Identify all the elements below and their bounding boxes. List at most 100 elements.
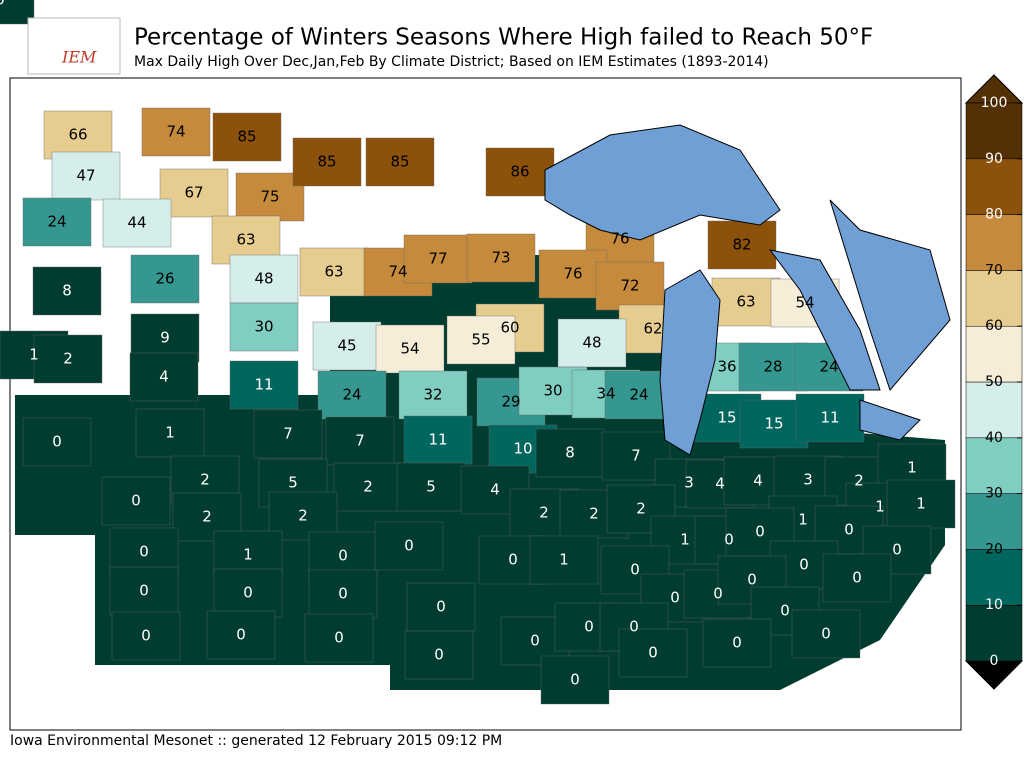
- district-label: 3: [803, 471, 813, 489]
- district-label: 0: [436, 598, 446, 616]
- district-label: 36: [717, 358, 736, 376]
- district: [299, 247, 369, 297]
- district-label: 1: [165, 424, 175, 442]
- colorbar-segment: [965, 325, 1023, 383]
- district: [213, 568, 283, 618]
- district-label: 0: [139, 543, 149, 561]
- district-label: 24: [819, 358, 838, 376]
- district-label: 7: [355, 432, 365, 450]
- district-label: 77: [428, 250, 447, 268]
- district-label: 85: [237, 128, 256, 146]
- district-label: 1: [907, 459, 917, 477]
- district-label: 15: [764, 415, 783, 433]
- district-label: 0: [434, 646, 444, 664]
- district: [466, 233, 536, 283]
- district-label: 2: [539, 504, 549, 522]
- district: [702, 618, 772, 668]
- district-label: 2: [636, 500, 646, 518]
- district-label: 74: [166, 123, 185, 141]
- district: [886, 479, 956, 529]
- district-label: 9: [160, 329, 170, 347]
- district-label: 0: [530, 632, 540, 650]
- district-label: 10: [513, 440, 532, 458]
- district: [304, 613, 374, 663]
- logo-box: [27, 17, 121, 75]
- district-label: 11: [820, 409, 839, 427]
- district: [485, 147, 555, 197]
- colorbar-tick-label: 10: [985, 597, 1003, 613]
- district-label: 0: [852, 569, 862, 587]
- title: Percentage of Winters Seasons Where High…: [134, 25, 873, 51]
- district: [129, 352, 199, 402]
- district-label: 82: [732, 236, 751, 254]
- district-label: 7: [283, 425, 293, 443]
- district-label: 26: [155, 270, 174, 288]
- district-label: 24: [342, 386, 361, 404]
- district: [229, 254, 299, 304]
- colorbar-tick-label: 50: [985, 374, 1003, 390]
- district-label: 0: [243, 584, 253, 602]
- district-label: 86: [510, 163, 529, 181]
- colorbar-tick-label: 100: [981, 95, 1008, 111]
- district-label: 63: [324, 263, 343, 281]
- district: [111, 611, 181, 661]
- district-label: 2: [854, 472, 864, 490]
- district-label: 0: [732, 634, 742, 652]
- district-label: 0: [630, 561, 640, 579]
- district-label: 24: [47, 213, 66, 231]
- district: [374, 521, 444, 571]
- district: [292, 137, 362, 187]
- district: [101, 476, 171, 526]
- colorbar-segment: [965, 102, 1023, 160]
- district-label: 28: [763, 358, 782, 376]
- district: [32, 266, 102, 316]
- district-label: 45: [337, 337, 356, 355]
- district-label: 1: [875, 498, 885, 516]
- district-label: 85: [390, 153, 409, 171]
- colorbar-segment: [965, 214, 1023, 271]
- district-label: 0: [584, 618, 594, 636]
- district-label: 0: [747, 571, 757, 589]
- district: [212, 112, 282, 162]
- great-lakes: [544, 124, 951, 456]
- district-label: 1: [798, 511, 808, 529]
- district-label: 55: [471, 331, 490, 349]
- district: [312, 321, 382, 371]
- district-label: 76: [563, 265, 582, 283]
- district: [446, 315, 516, 365]
- district-label: 4: [715, 475, 725, 493]
- district-label: 2: [589, 505, 599, 523]
- colorbar-segment: [965, 270, 1023, 327]
- district: [822, 553, 892, 603]
- district-label: 0: [0, 0, 5, 9]
- district: [406, 582, 476, 632]
- district-label: 0: [670, 589, 680, 607]
- district-label: 0: [892, 541, 902, 559]
- district: [529, 535, 599, 585]
- district: [206, 610, 276, 660]
- district-label: 0: [404, 537, 414, 555]
- district: [398, 370, 468, 420]
- district: [791, 609, 861, 659]
- colorbar-tick-label: 70: [985, 262, 1003, 278]
- district-label: 0: [139, 582, 149, 600]
- district-label: 74: [388, 263, 407, 281]
- district-label: 0: [338, 547, 348, 565]
- colorbar-segment: [965, 437, 1023, 494]
- district-label: 2: [298, 507, 308, 525]
- district-label: 0: [629, 618, 639, 636]
- district: [365, 137, 435, 187]
- subtitle: Max Daily High Over Dec,Jan,Feb By Clima…: [134, 54, 769, 70]
- district-label: 7: [631, 447, 641, 465]
- district-label: 85: [317, 153, 336, 171]
- colorbar-tick-label: 60: [985, 318, 1003, 334]
- district-label: 29: [501, 393, 520, 411]
- district-label: 4: [753, 472, 763, 490]
- district-label: 0: [844, 521, 854, 539]
- district-label: 60: [500, 319, 519, 337]
- district: [235, 172, 305, 222]
- district: [22, 417, 92, 467]
- district-label: 15: [717, 409, 736, 427]
- district-label: 73: [491, 249, 510, 267]
